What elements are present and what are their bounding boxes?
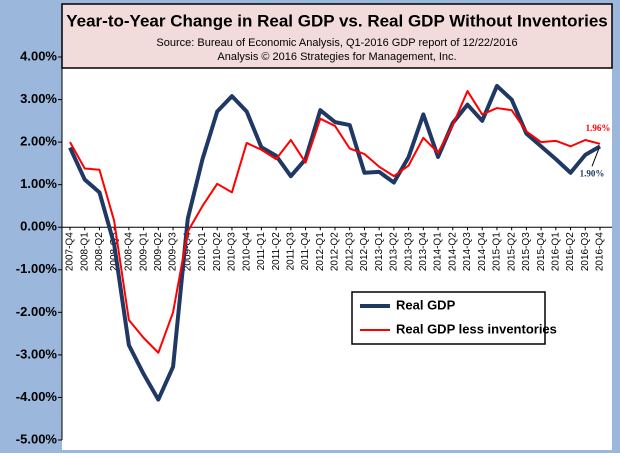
legend-label: Real GDP: [396, 297, 456, 312]
y-tick-label: -5.00%: [16, 431, 58, 446]
x-tick-label: 2012-Q3: [344, 232, 355, 271]
annotation: 1.90%: [580, 168, 605, 178]
y-tick-label: -4.00%: [16, 389, 58, 404]
x-tick-label: 2011-Q3: [285, 232, 296, 271]
x-tick-label: 2009-Q4: [182, 232, 193, 271]
y-tick-label: -2.00%: [16, 304, 58, 319]
x-tick-label: 2008-Q4: [124, 232, 135, 271]
x-tick-label: 2012-Q1: [315, 232, 326, 271]
x-tick-label: 2013-Q2: [389, 232, 400, 271]
x-tick-label: 2010-Q2: [212, 232, 223, 271]
x-tick-label: 2013-Q4: [418, 232, 429, 271]
y-tick-label: -3.00%: [16, 346, 58, 361]
x-tick-label: 2014-Q1: [433, 232, 444, 271]
y-tick-label: 2.00%: [20, 134, 57, 149]
x-tick-label: 2016-Q4: [595, 232, 606, 271]
x-tick-label: 2015-Q1: [492, 232, 503, 271]
legend-box: [351, 291, 546, 345]
x-tick-label: 2011-Q1: [256, 232, 267, 271]
y-tick-label: 3.00%: [20, 91, 57, 106]
x-tick-label: 2012-Q2: [330, 232, 341, 271]
y-tick-label: 4.00%: [20, 48, 57, 63]
series-line: [68, 83, 602, 402]
legend-label: Real GDP less inventories: [396, 321, 557, 336]
series-line: [69, 90, 601, 354]
x-tick-label: 2015-Q4: [536, 232, 547, 271]
x-tick-label: 2016-Q1: [550, 232, 561, 271]
x-tick-label: 2015-Q2: [506, 232, 517, 271]
chart-title: Year-to-Year Change in Real GDP vs. Real…: [66, 11, 607, 30]
y-tick-label: 0.00%: [20, 219, 57, 234]
x-tick-label: 2012-Q4: [359, 232, 370, 271]
y-tick-label: 1.00%: [20, 176, 57, 191]
x-tick-label: 2010-Q3: [227, 232, 238, 271]
x-tick-label: 2016-Q2: [565, 232, 576, 271]
subtitle: Analysis © 2016 Strategies for Managemen…: [217, 51, 456, 63]
x-tick-label: 2014-Q2: [447, 232, 458, 271]
x-tick-label: 2011-Q4: [300, 232, 311, 271]
x-tick-label: 2009-Q1: [138, 232, 149, 271]
x-tick-label: 2008-Q2: [94, 232, 105, 271]
x-tick-label: 2013-Q3: [403, 232, 414, 271]
x-tick-label: 2013-Q1: [374, 232, 385, 271]
subtitle: Source: Bureau of Economic Analysis, Q1-…: [156, 37, 517, 49]
x-tick-label: 2010-Q4: [241, 232, 252, 271]
x-tick-label: 2015-Q3: [521, 232, 532, 271]
x-tick-label: 2011-Q2: [271, 232, 282, 271]
title-box: [61, 3, 613, 69]
x-tick-label: 2016-Q3: [580, 232, 591, 271]
x-tick-label: 2009-Q3: [168, 232, 179, 271]
x-tick-label: 2008-Q1: [79, 232, 90, 271]
x-tick-label: 2014-Q4: [477, 232, 488, 271]
x-tick-label: 2009-Q2: [153, 232, 164, 271]
annotation-pointer: [591, 148, 600, 167]
annotation: 1.96%: [586, 123, 611, 133]
x-tick-label: 2014-Q3: [462, 232, 473, 271]
y-tick-label: -1.00%: [16, 261, 58, 276]
x-tick-label: 2010-Q1: [197, 232, 208, 271]
x-tick-label: 2007-Q4: [65, 232, 76, 271]
